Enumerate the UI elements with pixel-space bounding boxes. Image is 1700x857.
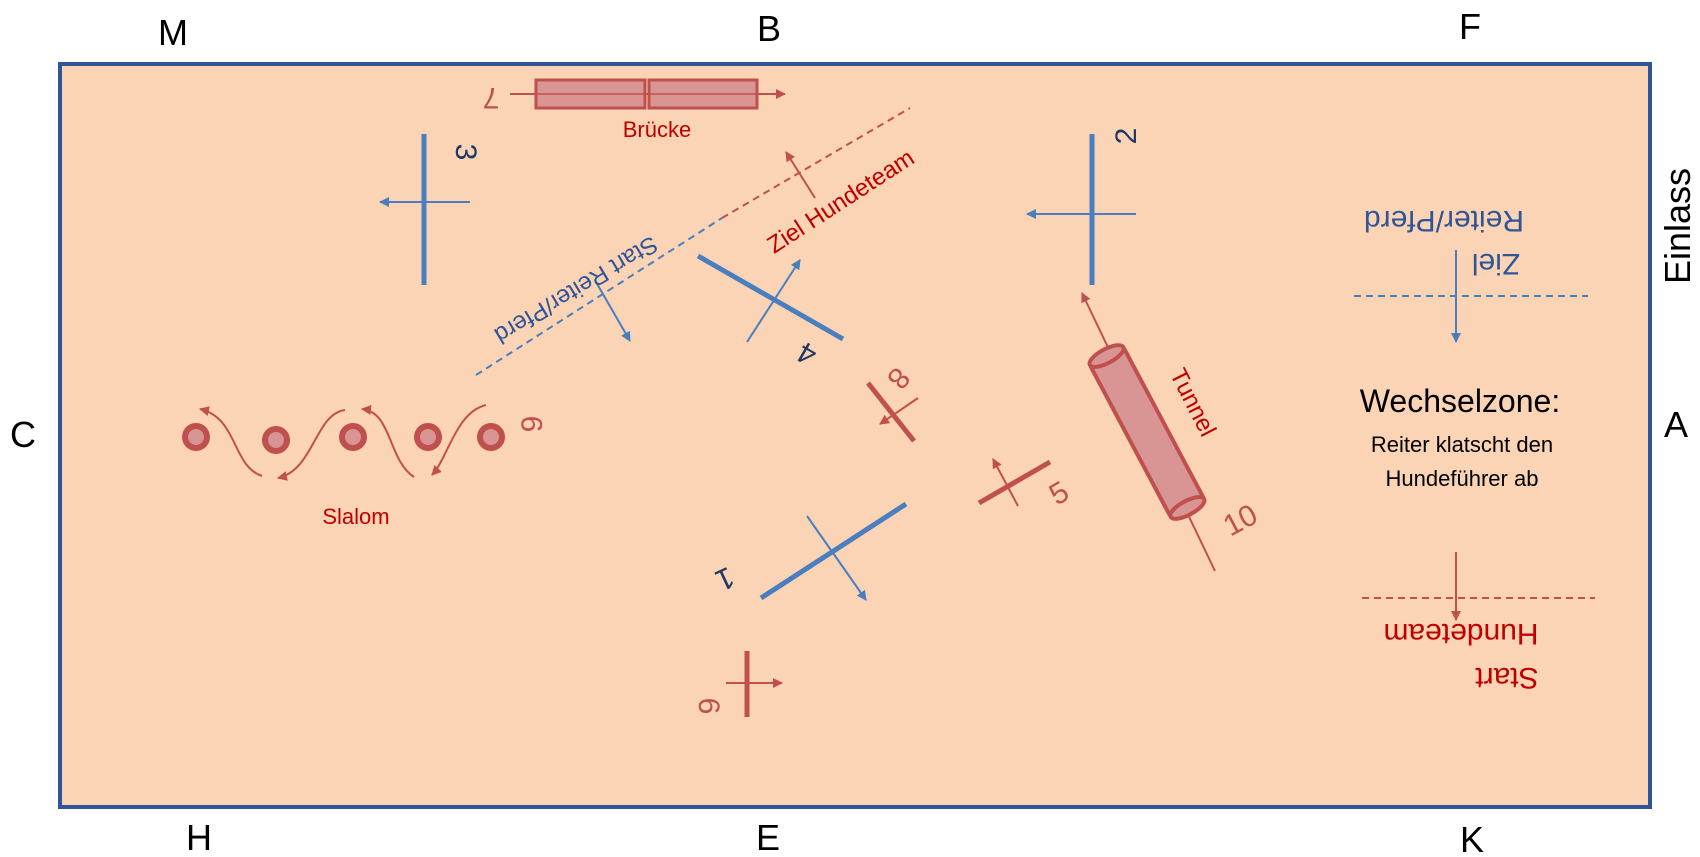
jump-3 (379, 134, 470, 285)
slalom-label: Slalom (322, 504, 389, 529)
bridge-number: 7 (483, 81, 500, 114)
exchange-zone-line-1: Reiter klatscht den (1371, 432, 1553, 457)
bridge-label: Brücke (623, 117, 691, 142)
entrance-label: Einlass (1657, 168, 1698, 284)
letter-a: A (1664, 404, 1688, 445)
jump-3-number: 3 (449, 144, 482, 161)
letter-k: K (1460, 819, 1484, 857)
jump-6 (726, 651, 783, 717)
letter-h: H (186, 817, 212, 857)
jump-1 (759, 501, 908, 601)
bridge (510, 78, 786, 110)
jump-6-number: 6 (692, 698, 725, 715)
letter-e: E (756, 817, 780, 857)
finish-dogteam-arrow (785, 151, 816, 199)
letter-b: B (757, 8, 781, 49)
finish-rider-label-2: Reiter/Pferd (1364, 204, 1524, 237)
exchange-zone-title: Wechselzone: (1360, 383, 1560, 419)
tunnel (1081, 292, 1216, 572)
jump-5 (977, 458, 1052, 507)
start-rider-line (475, 217, 723, 376)
letter-f: F (1459, 6, 1481, 47)
arena-field (58, 62, 1652, 809)
jump-8 (866, 381, 919, 443)
slalom (182, 404, 505, 481)
slalom-number: 9 (516, 416, 549, 433)
jump-2 (1026, 134, 1136, 285)
start-rider-arrow (595, 281, 631, 342)
finish-rider-label-1: Ziel (1472, 247, 1520, 280)
exchange-zone-line-2: Hundeführer ab (1386, 466, 1539, 491)
start-dogteam-label-2: Hundeteam (1383, 617, 1538, 650)
start-dogteam-label-1: Start (1475, 661, 1539, 694)
jump-4 (696, 253, 845, 343)
finish-dogteam-line (721, 107, 911, 219)
jump-2-number: 2 (1110, 128, 1143, 145)
letter-m: M (158, 12, 188, 53)
letter-c: C (10, 414, 36, 455)
